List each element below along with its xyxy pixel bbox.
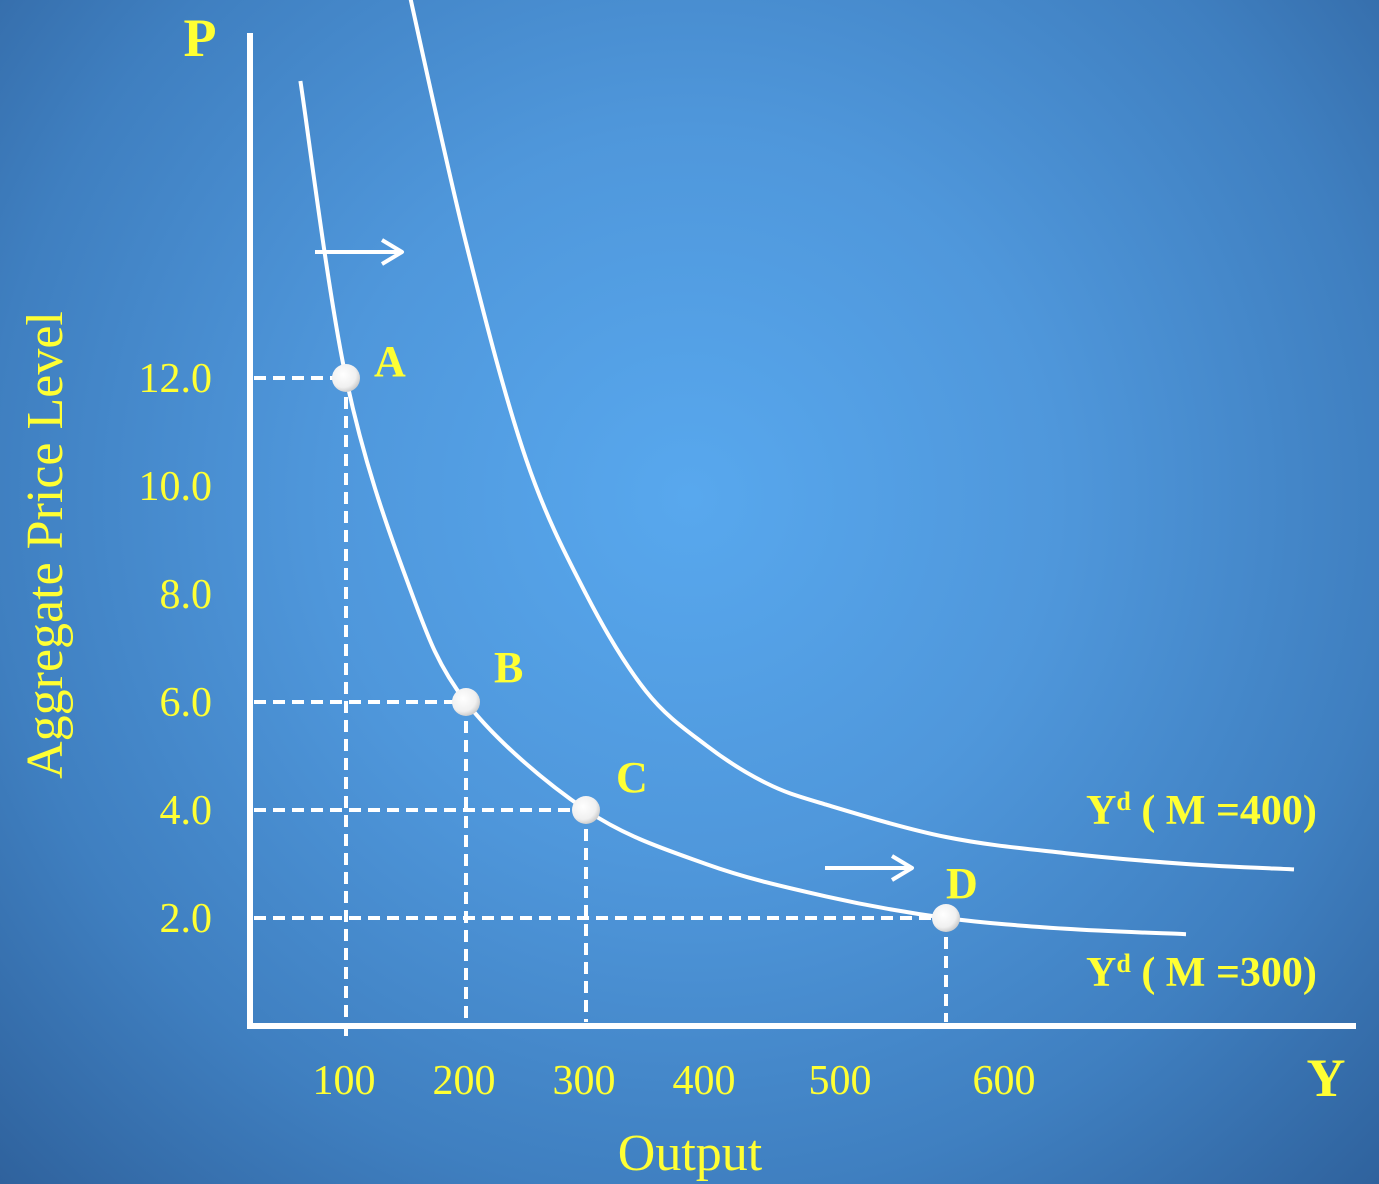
x-tick-label: 600 [973, 1058, 1036, 1104]
shift-arrow-lower [825, 854, 914, 882]
point-label-a: A [374, 337, 406, 386]
y-tick-label: 2.0 [160, 896, 213, 942]
y-tick-label: 8.0 [160, 572, 213, 618]
demand-curve-m400 [408, 0, 1295, 872]
y-tick-label: 12.0 [139, 356, 213, 402]
equilibrium-points: A B C D [332, 337, 978, 932]
x-tick-label: 300 [553, 1058, 616, 1104]
curve-label-m400-sup: d [1116, 787, 1131, 816]
demand-curve-m300 [298, 80, 1187, 937]
curve-label-m400-rest: ( M =400) [1131, 788, 1317, 834]
tick-labels: 2.0 4.0 6.0 8.0 10.0 12.0 100 200 300 400 500 600 [139, 356, 1036, 1104]
curve-label-m400: Yd ( M =400) [1086, 787, 1317, 834]
y-axis-label: Aggregate Price Level [17, 311, 74, 779]
x-tick-label: 400 [673, 1058, 736, 1104]
point-label-b: B [494, 643, 523, 692]
y-tick-label: 10.0 [139, 464, 213, 510]
point-b [452, 688, 480, 716]
point-label-d: D [946, 859, 978, 908]
y-tick-label: 4.0 [160, 788, 213, 834]
curve-label-m300-main: Y [1086, 950, 1116, 996]
shift-arrow-upper [315, 238, 404, 266]
point-d [932, 904, 960, 932]
curve-label-m300-rest: ( M =300) [1131, 950, 1317, 996]
curve-label-m300-sup: d [1116, 949, 1131, 978]
point-c [572, 796, 600, 824]
point-a [332, 364, 360, 392]
guide-lines [254, 376, 948, 1036]
y-axis-letter: P [184, 8, 217, 68]
x-tick-label: 100 [313, 1058, 376, 1104]
x-tick-label: 200 [433, 1058, 496, 1104]
curve-label-m400-main: Y [1086, 788, 1116, 834]
y-tick-label: 6.0 [160, 680, 213, 726]
x-axis-letter: Y [1307, 1048, 1346, 1108]
point-label-c: C [616, 753, 648, 802]
x-tick-label: 500 [809, 1058, 872, 1104]
curve-label-m300: Yd ( M =300) [1086, 949, 1317, 996]
x-axis-label: Output [618, 1125, 763, 1182]
